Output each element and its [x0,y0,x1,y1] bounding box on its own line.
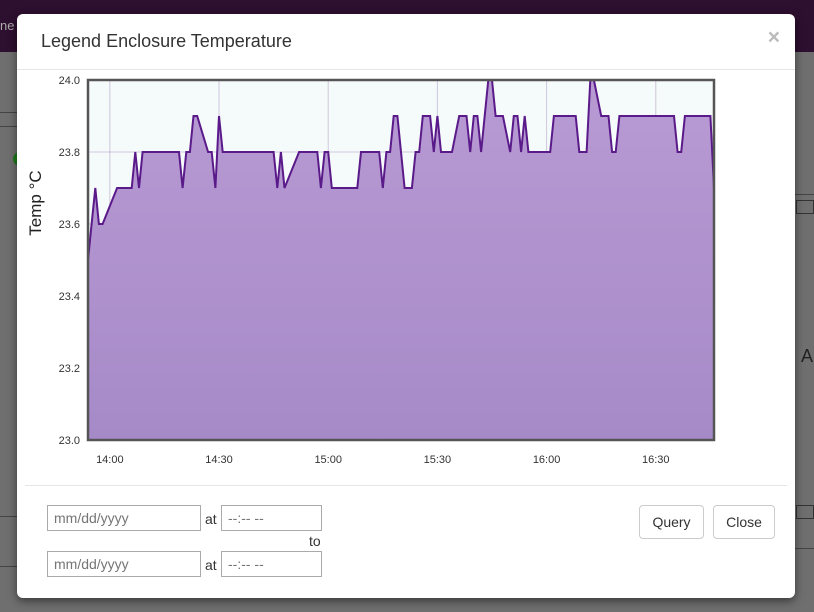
end-at-label: at [205,557,217,573]
background-collapse-icon [796,505,814,519]
end-time-input[interactable] [221,551,322,577]
x-tick-label: 14:00 [96,454,124,466]
x-tick-label: 15:30 [424,454,452,466]
background-right-text: A [801,346,814,366]
y-tick-label: 23.0 [59,435,80,447]
temperature-modal: Legend Enclosure Temperature × 23.0 23.2 2… [17,14,795,598]
x-tick-label: 15:00 [314,454,342,466]
background-divider [0,516,17,517]
background-divider [795,194,814,195]
x-tick-label: 16:30 [642,454,670,466]
background-collapse-icon [796,200,814,214]
y-axis-ticks: 23.0 23.2 23.4 23.6 23.8 24.0 [59,75,80,447]
modal-footer [25,485,787,486]
y-tick-label: 23.4 [59,291,80,303]
close-icon[interactable]: × [767,26,780,49]
temperature-area [88,80,714,440]
close-button[interactable]: Close [713,505,775,539]
start-date-input[interactable] [47,505,201,531]
x-axis-ticks: 14:00 14:30 15:00 15:30 16:00 16:30 [96,454,669,466]
end-date-input[interactable] [47,551,201,577]
background-divider [795,548,814,549]
modal-title: Legend Enclosure Temperature [41,31,292,51]
plot-frame [86,78,716,442]
background-divider [0,566,17,567]
range-to-label: to [309,533,321,549]
modal-header: Legend Enclosure Temperature × [17,14,795,70]
background-topbar-text: ne [0,18,15,33]
start-time-input[interactable] [221,505,322,531]
y-tick-label: 23.2 [59,363,80,375]
background-divider [0,126,17,127]
y-tick-label: 23.8 [59,147,80,159]
start-at-label: at [205,511,217,527]
x-tick-label: 14:30 [205,454,233,466]
y-tick-label: 23.6 [59,219,80,231]
y-tick-label: 24.0 [59,75,80,87]
query-button[interactable]: Query [639,505,704,539]
background-divider [0,112,17,113]
x-tick-label: 16:00 [533,454,561,466]
temperature-chart: 23.0 23.2 23.4 23.6 23.8 24.0 14:00 14:30 15:00… [26,75,716,466]
y-axis-label: Temp °C [26,170,45,235]
